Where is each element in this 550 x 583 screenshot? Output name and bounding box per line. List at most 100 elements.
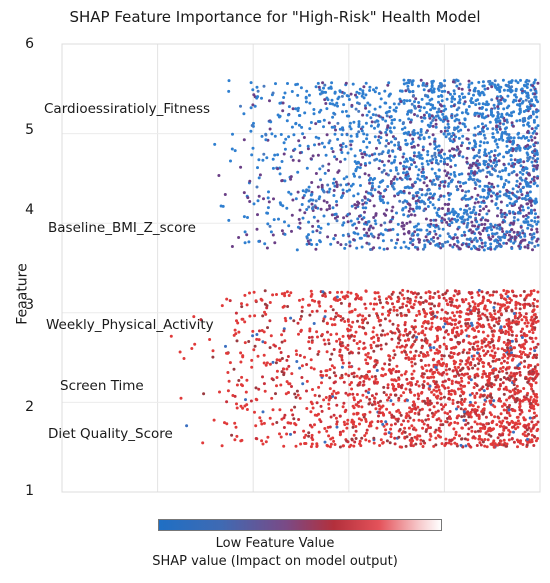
shap-point (529, 208, 533, 212)
shap-point (354, 429, 358, 433)
shap-point (251, 334, 255, 338)
shap-point (466, 326, 470, 330)
shap-point (495, 197, 499, 201)
shap-point (356, 165, 360, 169)
shap-point (353, 334, 356, 338)
shap-point (414, 325, 417, 329)
shap-point (462, 414, 466, 418)
shap-point (272, 197, 275, 201)
shap-point (469, 177, 473, 181)
shap-point (458, 180, 462, 184)
shap-point (483, 184, 487, 188)
shap-point (535, 429, 539, 433)
shap-point (321, 81, 325, 85)
shap-point (407, 130, 411, 134)
shap-point (461, 384, 465, 388)
shap-point (381, 441, 385, 445)
shap-point (423, 311, 427, 315)
shap-point (320, 185, 324, 189)
shap-point (323, 145, 326, 149)
shap-point (517, 99, 521, 103)
shap-point (536, 81, 540, 85)
shap-point (532, 179, 536, 182)
shap-point (169, 334, 173, 338)
shap-point (525, 434, 529, 438)
shap-point (388, 93, 391, 97)
shap-point (521, 443, 525, 446)
shap-point (417, 205, 421, 209)
shap-point (266, 326, 269, 330)
shap-point (451, 207, 455, 211)
shap-point (362, 347, 366, 351)
shap-point (388, 319, 392, 323)
shap-point (224, 344, 227, 348)
shap-point (405, 343, 408, 347)
shap-point (512, 312, 516, 315)
shap-point (309, 157, 313, 161)
shap-point (398, 445, 402, 449)
shap-point (424, 93, 427, 97)
shap-point (519, 330, 523, 334)
shap-point (449, 104, 453, 108)
shap-point (417, 154, 421, 158)
shap-point (490, 81, 494, 85)
shap-point (380, 152, 384, 156)
shap-point (505, 318, 509, 322)
shap-point (390, 378, 394, 382)
shap-point (474, 211, 478, 215)
shap-point (393, 143, 397, 147)
shap-point (526, 130, 529, 134)
shap-point (287, 105, 291, 109)
shap-point (447, 132, 451, 136)
shap-point (386, 383, 390, 387)
shap-point (488, 345, 492, 349)
shap-point (380, 160, 384, 164)
shap-point (513, 194, 517, 198)
shap-point (361, 393, 365, 397)
shap-point (372, 216, 376, 219)
shap-point (387, 159, 391, 163)
shap-point (356, 217, 360, 221)
shap-point (359, 184, 362, 187)
y-tick-3: 3 (25, 297, 34, 313)
shap-point (456, 400, 460, 404)
shap-point (327, 402, 331, 406)
shap-point (439, 246, 443, 250)
shap-point (451, 237, 455, 241)
shap-point (328, 102, 332, 106)
shap-point (352, 194, 356, 198)
shap-point (326, 98, 330, 102)
shap-point (523, 425, 527, 429)
shap-point (223, 421, 226, 425)
shap-point (504, 332, 507, 336)
shap-point (341, 444, 345, 448)
shap-point (507, 133, 511, 137)
shap-point (477, 213, 481, 216)
shap-point (346, 418, 350, 422)
shap-point (526, 246, 530, 250)
shap-point (519, 225, 523, 229)
shap-point (481, 129, 485, 133)
shap-point (419, 296, 423, 299)
shap-point (393, 331, 397, 335)
shap-point (346, 343, 350, 347)
shap-point (407, 230, 410, 234)
shap-point (414, 349, 418, 353)
shap-point (437, 385, 441, 389)
shap-point (403, 126, 407, 130)
shap-point (502, 438, 506, 442)
shap-point (373, 402, 377, 406)
shap-point (411, 243, 415, 247)
shap-point (496, 83, 500, 87)
shap-point (287, 224, 291, 228)
shap-point (298, 221, 302, 225)
shap-point (526, 91, 530, 95)
shap-point (462, 348, 466, 352)
shap-point (519, 356, 523, 359)
shap-point (398, 161, 402, 165)
shap-point (473, 145, 477, 149)
shap-point (284, 319, 288, 323)
shap-point (357, 297, 361, 301)
shap-point (468, 324, 472, 328)
shap-point (291, 107, 295, 111)
